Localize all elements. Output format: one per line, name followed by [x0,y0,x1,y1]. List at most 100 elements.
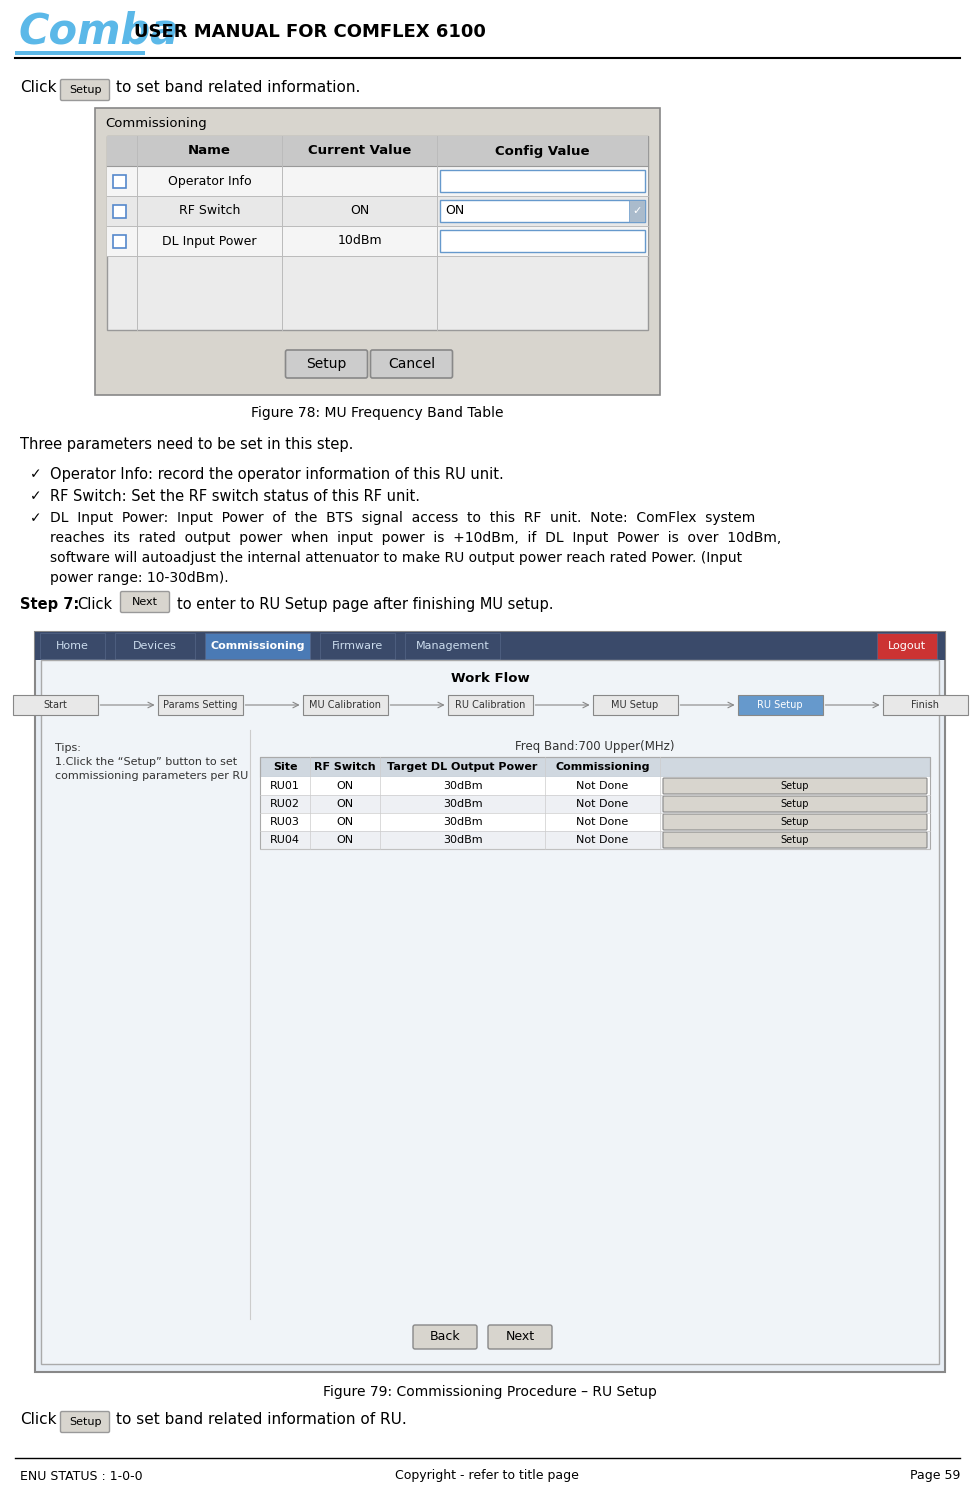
Text: Comba: Comba [18,10,178,54]
Text: software will autoadjust the internal attenuator to make RU output power reach r: software will autoadjust the internal at… [50,552,742,565]
Text: Next: Next [132,596,158,607]
Bar [113,236,126,248]
Bar [440,230,645,252]
Bar [205,634,310,659]
Text: Setup: Setup [69,85,101,95]
Text: DL Input Power: DL Input Power [162,234,256,248]
Text: Finish: Finish [911,699,939,710]
Bar [113,204,126,218]
Text: RU Setup: RU Setup [758,699,802,710]
Text: Three parameters need to be set in this step.: Three parameters need to be set in this … [20,437,353,452]
Text: Figure 79: Commissioning Procedure – RU Setup: Figure 79: Commissioning Procedure – RU … [323,1385,657,1399]
Bar [320,634,395,659]
Text: Back: Back [430,1330,460,1343]
FancyBboxPatch shape [663,832,927,848]
Text: DL  Input  Power:  Input  Power  of  the  BTS  signal  access  to  this  RF  uni: DL Input Power: Input Power of the BTS s… [50,511,756,525]
FancyBboxPatch shape [663,796,927,813]
Text: Figure 78: MU Frequency Band Table: Figure 78: MU Frequency Band Table [252,406,504,420]
Bar [405,634,500,659]
Text: ON: ON [445,204,464,218]
Text: Setup: Setup [781,817,809,828]
FancyBboxPatch shape [663,778,927,795]
Text: ON: ON [336,799,354,810]
Text: Next: Next [505,1330,534,1343]
Bar [593,695,678,716]
Bar [35,632,945,661]
Bar [877,634,937,659]
Bar [260,757,930,777]
FancyBboxPatch shape [413,1325,477,1349]
Text: Work Flow: Work Flow [450,671,529,684]
Bar [158,695,243,716]
Text: Page 59: Page 59 [910,1470,960,1482]
Text: 10dBm: 10dBm [337,234,382,248]
Bar [260,830,930,848]
Text: Home: Home [57,641,89,652]
Text: Freq Band:700 Upper(MHz): Freq Band:700 Upper(MHz) [515,740,675,753]
Text: Devices: Devices [133,641,176,652]
Text: Logout: Logout [888,641,926,652]
Bar [260,795,930,813]
Text: MU Setup: MU Setup [611,699,659,710]
Text: Site: Site [273,762,297,772]
Text: 30dBm: 30dBm [443,817,483,828]
FancyBboxPatch shape [488,1325,552,1349]
FancyBboxPatch shape [121,592,170,613]
Text: ENU STATUS : 1-0-0: ENU STATUS : 1-0-0 [20,1470,142,1482]
Text: Click: Click [20,81,57,95]
Text: Setup: Setup [306,356,347,371]
FancyBboxPatch shape [60,79,109,100]
Bar [629,200,645,222]
Bar [95,107,660,395]
Text: Not Done: Not Done [576,835,629,845]
Bar [260,777,930,795]
Text: Setup: Setup [781,799,809,810]
Bar [440,170,645,192]
Text: ✓: ✓ [30,467,42,482]
Text: Click: Click [20,1412,57,1427]
Text: RF Switch: RF Switch [178,204,240,218]
Text: Tips:: Tips: [55,743,81,753]
Bar [15,51,145,55]
Bar [35,632,945,1372]
FancyBboxPatch shape [60,1412,109,1433]
Text: 30dBm: 30dBm [443,799,483,810]
Text: ON: ON [336,835,354,845]
Text: 30dBm: 30dBm [443,781,483,792]
Text: Firmware: Firmware [332,641,383,652]
Text: Not Done: Not Done [576,799,629,810]
Bar [113,174,126,188]
Text: ✓: ✓ [30,489,42,502]
Text: commissioning parameters per RU: commissioning parameters per RU [55,771,249,781]
Text: Setup: Setup [781,781,809,792]
Text: Not Done: Not Done [576,781,629,792]
Text: to set band related information of RU.: to set band related information of RU. [116,1412,407,1427]
Text: Params Setting: Params Setting [163,699,237,710]
Text: ON: ON [336,817,354,828]
Text: Commissioning: Commissioning [105,118,207,131]
Text: Operator Info: Operator Info [168,174,252,188]
Text: Setup: Setup [69,1416,101,1427]
Text: ✓: ✓ [633,206,642,216]
Bar [13,695,98,716]
Bar [107,166,648,195]
Text: ON: ON [350,204,370,218]
Text: Setup: Setup [781,835,809,845]
Bar [107,227,648,256]
Text: MU Calibration: MU Calibration [309,699,381,710]
Bar [260,813,930,830]
Text: RU04: RU04 [270,835,300,845]
Bar [107,195,648,227]
Text: RU02: RU02 [270,799,300,810]
Text: Config Value: Config Value [495,145,590,158]
Bar [302,695,387,716]
Bar [448,695,532,716]
FancyBboxPatch shape [663,814,927,830]
Text: to set band related information.: to set band related information. [116,81,361,95]
Text: Name: Name [188,145,231,158]
Text: 1.Click the “Setup” button to set: 1.Click the “Setup” button to set [55,757,237,766]
Text: Not Done: Not Done [576,817,629,828]
Bar [260,757,930,848]
Bar [107,136,648,166]
Text: reaches  its  rated  output  power  when  input  power  is  +10dBm,  if  DL  Inp: reaches its rated output power when inpu… [50,531,781,546]
